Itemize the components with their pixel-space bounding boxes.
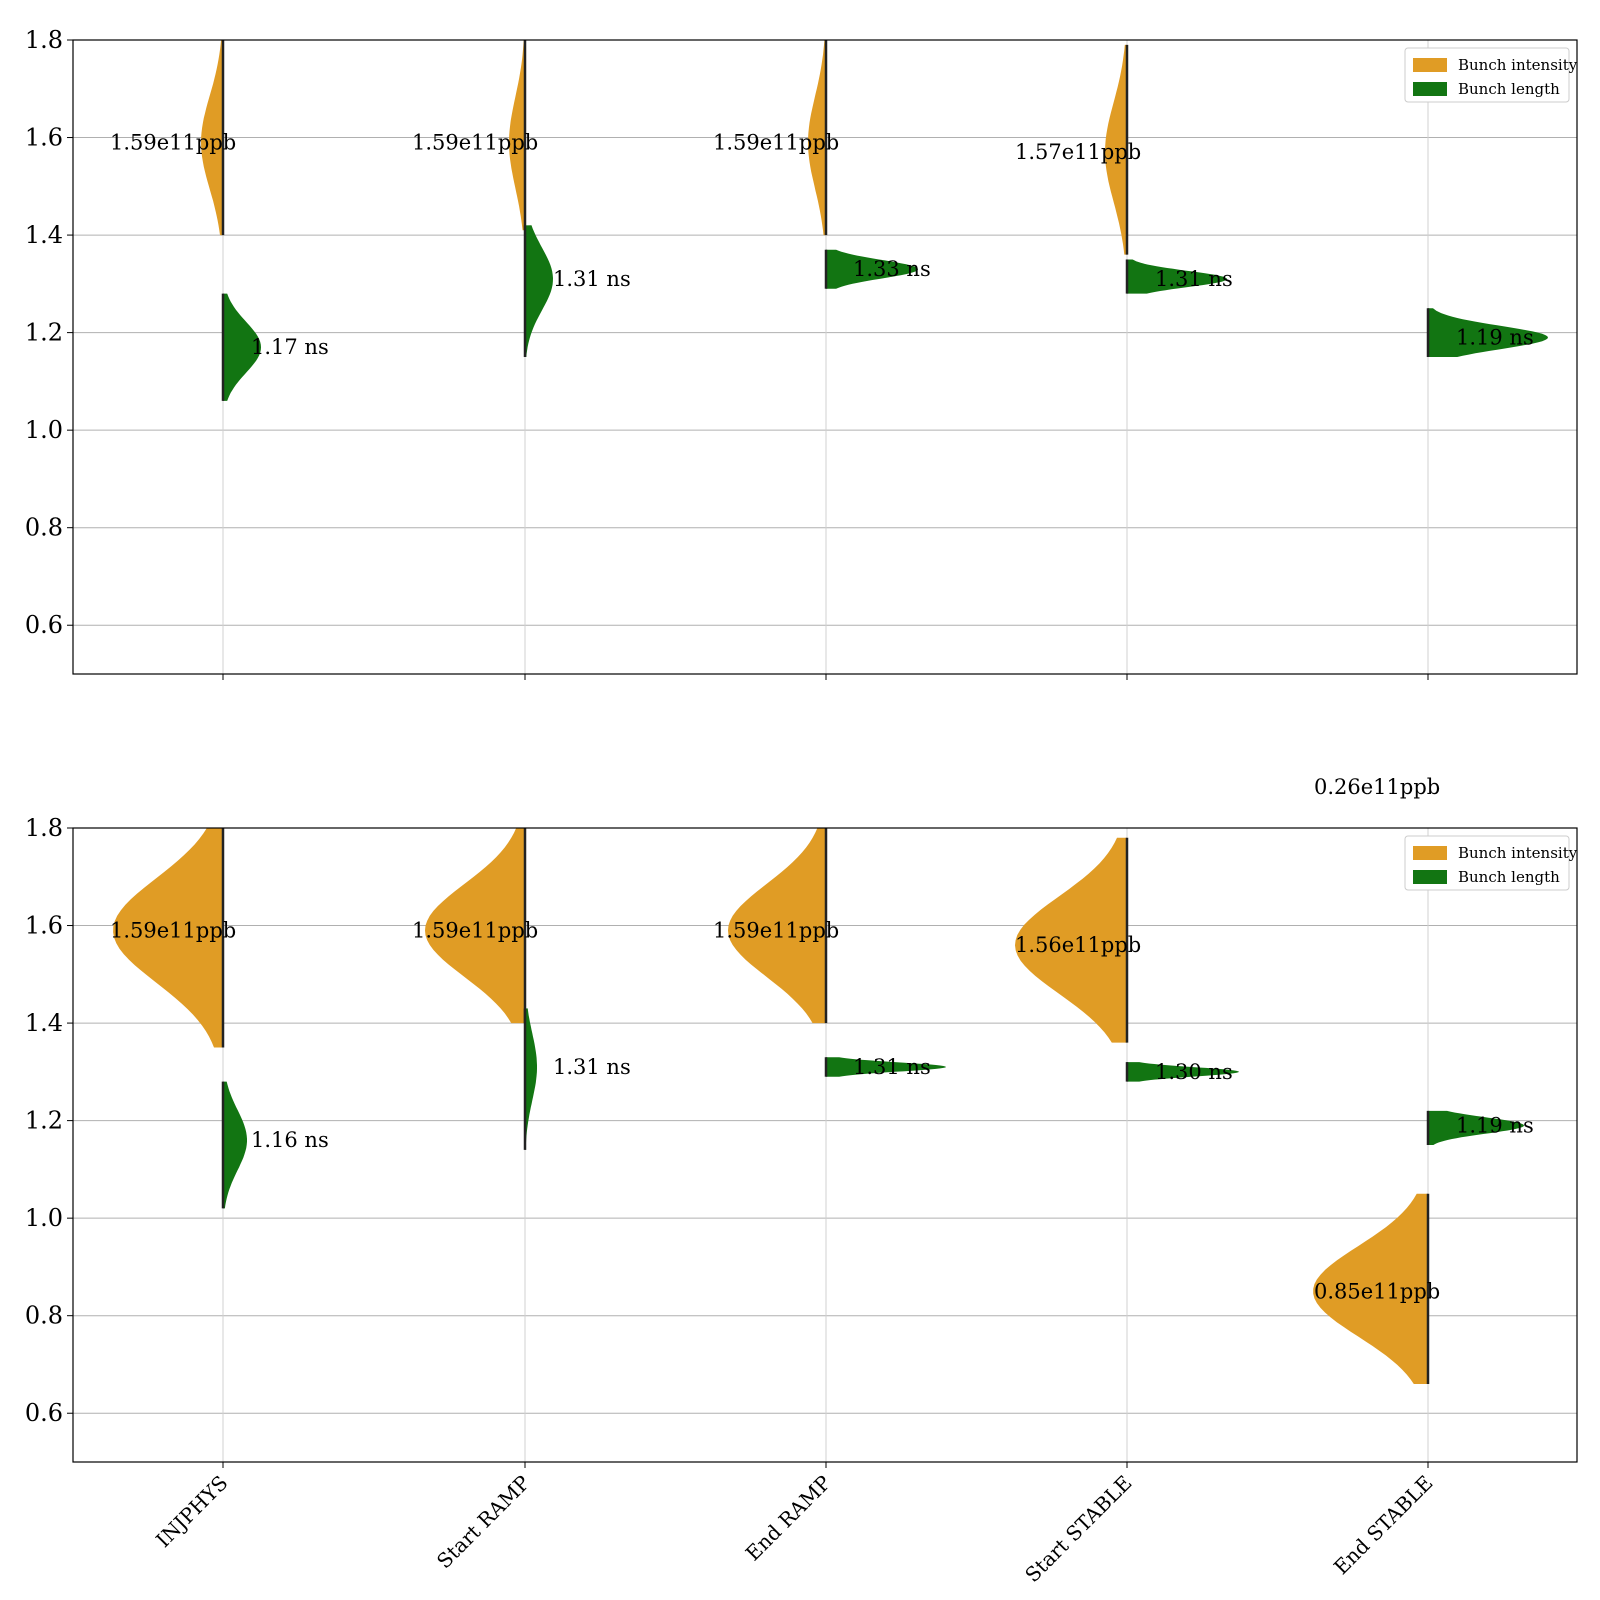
intensity-median-label: 0.85e11ppb bbox=[1314, 1279, 1440, 1303]
intensity-median-label: 1.59e11ppb bbox=[412, 918, 538, 942]
y-tick-label: 1.6 bbox=[25, 912, 63, 940]
length-median-label: 1.31 ns bbox=[553, 1055, 631, 1079]
intensity-violin bbox=[201, 40, 223, 236]
intensity-median-label: 1.56e11ppb bbox=[1015, 933, 1141, 957]
category-label: INJPHYS bbox=[151, 1471, 232, 1552]
y-tick-label: 1.8 bbox=[25, 814, 63, 842]
length-violin bbox=[223, 1081, 247, 1209]
category-label: End STABLE bbox=[1329, 1471, 1438, 1580]
intensity-median-label: 1.59e11ppb bbox=[713, 918, 839, 942]
length-median-label: 1.31 ns bbox=[853, 1055, 931, 1079]
legend-swatch-length bbox=[1413, 82, 1447, 96]
y-tick-label: 0.6 bbox=[25, 1399, 63, 1427]
intensity-median-label: 1.59e11ppb bbox=[412, 130, 538, 154]
intensity-violin bbox=[509, 40, 525, 231]
y-tick-label: 0.6 bbox=[25, 611, 63, 639]
length-median-label: 1.33 ns bbox=[853, 257, 931, 281]
y-tick-label: 1.4 bbox=[25, 221, 63, 249]
category-label: End RAMP bbox=[741, 1471, 836, 1566]
category-label: Start RAMP bbox=[432, 1471, 535, 1574]
plot-frame bbox=[72, 827, 1578, 1463]
legend-swatch-intensity bbox=[1413, 58, 1447, 72]
length-median-label: 1.16 ns bbox=[251, 1128, 329, 1152]
category-label: Start STABLE bbox=[1020, 1471, 1136, 1587]
legend-label-intensity: Bunch intensity bbox=[1458, 844, 1578, 862]
end-stable-intensity-label-top: 0.26e11ppb bbox=[1314, 775, 1440, 799]
intensity-median-label: 1.57e11ppb bbox=[1015, 140, 1141, 164]
y-tick-label: 1.6 bbox=[25, 124, 63, 152]
y-tick-label: 0.8 bbox=[25, 1302, 63, 1330]
length-violin bbox=[223, 293, 261, 401]
intensity-violin bbox=[1015, 837, 1127, 1043]
y-tick-label: 1.0 bbox=[25, 416, 63, 444]
length-median-label: 1.31 ns bbox=[553, 267, 631, 291]
y-tick-label: 1.4 bbox=[25, 1009, 63, 1037]
length-median-label: 1.31 ns bbox=[1155, 267, 1233, 291]
legend-label-intensity: Bunch intensity bbox=[1458, 56, 1578, 74]
intensity-violin bbox=[425, 828, 525, 1024]
legend-label-length: Bunch length bbox=[1458, 868, 1560, 886]
length-violin bbox=[1127, 1062, 1239, 1082]
length-violin bbox=[525, 1008, 537, 1150]
plot-frame bbox=[72, 39, 1578, 675]
intensity-violin bbox=[1313, 1193, 1428, 1384]
length-violin bbox=[1428, 1110, 1524, 1145]
length-violin bbox=[1127, 259, 1227, 294]
length-median-label: 1.17 ns bbox=[251, 335, 329, 359]
intensity-violin bbox=[808, 40, 826, 236]
length-median-label: 1.30 ns bbox=[1155, 1060, 1233, 1084]
legend-swatch-length bbox=[1413, 870, 1447, 884]
y-tick-label: 0.8 bbox=[25, 514, 63, 542]
intensity-median-label: 1.59e11ppb bbox=[110, 130, 236, 154]
length-median-label: 1.19 ns bbox=[1456, 1113, 1534, 1137]
length-violin bbox=[1428, 308, 1548, 357]
y-tick-label: 1.8 bbox=[25, 26, 63, 54]
y-tick-label: 1.2 bbox=[25, 1107, 63, 1135]
y-tick-label: 1.2 bbox=[25, 319, 63, 347]
length-violin bbox=[826, 249, 918, 289]
intensity-violin bbox=[728, 828, 826, 1024]
intensity-violin bbox=[1105, 44, 1127, 255]
length-violin bbox=[826, 1057, 946, 1077]
intensity-median-label: 1.59e11ppb bbox=[110, 918, 236, 942]
intensity-violin bbox=[113, 828, 223, 1048]
length-violin bbox=[525, 225, 553, 357]
legend-swatch-intensity bbox=[1413, 846, 1447, 860]
legend-label-length: Bunch length bbox=[1458, 80, 1560, 98]
intensity-median-label: 1.59e11ppb bbox=[713, 130, 839, 154]
top-panel: 0.6 0.8 1.0 1.2 1.4 1.6 1.8 1.59e11ppb 1.17 ns 1.… bbox=[25, 26, 1578, 680]
length-median-label: 1.19 ns bbox=[1456, 325, 1534, 349]
bottom-panel: 0.6 0.8 1.0 1.2 1.4 1.6 1.8 1.59e11ppb 1.16 ns 1.… bbox=[25, 814, 1578, 1587]
y-tick-label: 1.0 bbox=[25, 1204, 63, 1232]
